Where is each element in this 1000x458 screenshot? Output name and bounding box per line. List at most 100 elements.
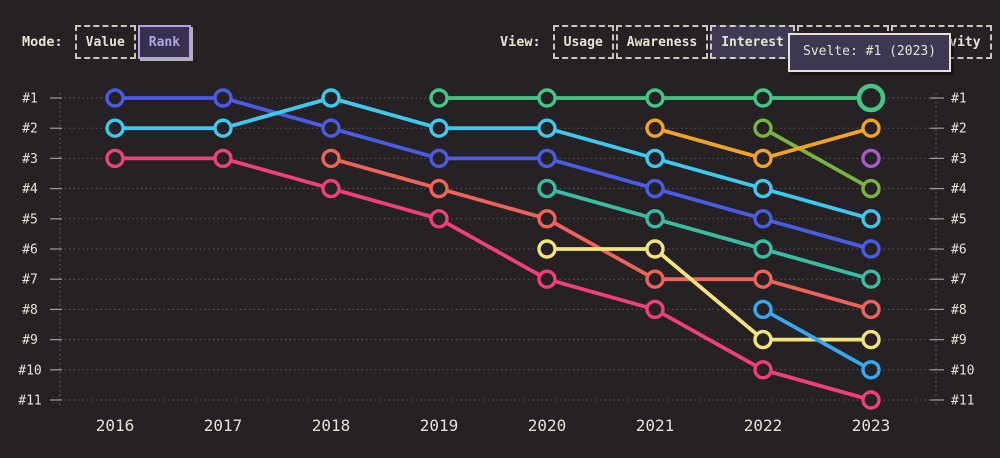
year-label-2022: 2022 [744,416,783,435]
unlabeled-blue-point-2017[interactable] [213,88,233,108]
unlabeled-salmon-point-2023[interactable] [861,299,881,320]
unlabeled-sky-point-2022[interactable] [753,299,773,320]
unlabeled-purple-point-2023[interactable] [861,148,881,169]
series-points [105,83,886,410]
view-option-usage[interactable]: Usage [552,25,614,59]
unlabeled-orange-point-2023[interactable] [861,118,881,138]
rank-label-left: #9 [22,333,38,348]
view-label: View: [500,34,541,50]
svelte-point-2021[interactable] [645,88,665,108]
unlabeled-yellow-point-2022[interactable] [753,329,773,350]
unlabeled-pink-line [113,156,873,402]
unlabeled-blue-point-2018[interactable] [321,118,341,138]
rank-label-left: #5 [22,212,38,227]
unlabeled-orange-point-2022[interactable] [753,148,773,169]
chart-tooltip-text: Svelte: #1 (2023) [803,44,937,59]
year-axis: 2016 2017 2018 2019 2020 2021 2022 2023 [96,416,891,435]
unlabeled-pink-point-2017[interactable] [213,148,233,169]
unlabeled-blue-point-2020[interactable] [537,148,557,169]
rank-label-left: #8 [22,303,38,318]
unlabeled-blue-point-2022[interactable] [753,209,773,229]
rank-label-left: #6 [22,243,38,258]
svelte-point-2019[interactable] [429,88,449,108]
unlabeled-yellow-point-2021[interactable] [645,239,665,259]
rank-label-left: #2 [22,122,38,137]
rank-label-right: #8 [951,303,967,318]
unlabeled-cyan-point-2016[interactable] [105,118,125,138]
unlabeled-teal-point-2020[interactable] [537,178,557,199]
unlabeled-salmon-point-2018[interactable] [321,148,341,169]
rank-label-left: #1 [22,92,38,107]
unlabeled-cyan-point-2023[interactable] [861,209,881,229]
unlabeled-pink-point-2023[interactable] [861,390,881,410]
svelte-point-2023[interactable] [856,83,886,113]
unlabeled-pink-point-2020[interactable] [537,269,557,289]
view-option-awareness[interactable]: Awareness [615,25,709,59]
year-label-2019: 2019 [420,416,459,435]
unlabeled-teal-point-2023[interactable] [861,269,881,289]
unlabeled-cyan-point-2021[interactable] [645,148,665,169]
rank-label-left: #4 [22,182,38,197]
unlabeled-cyan-point-2022[interactable] [753,178,773,199]
unlabeled-teal-point-2022[interactable] [753,239,773,259]
unlabeled-pink-point-2016[interactable] [105,148,125,169]
mode-buttons: Value Rank [74,25,192,59]
rank-label-right: #4 [951,182,967,197]
view-option-interest[interactable]: Interest [710,25,795,59]
unlabeled-salmon-point-2020[interactable] [537,209,557,229]
year-label-2018: 2018 [312,416,351,435]
rank-label-left: #11 [18,394,41,409]
unlabeled-olive-line [761,126,873,191]
unlabeled-blue-line [113,96,873,251]
rank-label-right: #6 [951,243,967,258]
unlabeled-pink-point-2019[interactable] [429,209,449,229]
rank-label-right: #5 [951,212,967,227]
unlabeled-salmon-point-2021[interactable] [645,269,665,289]
unlabeled-blue-point-2019[interactable] [429,148,449,169]
rank-label-right: #11 [951,394,974,409]
unlabeled-salmon-point-2022[interactable] [753,269,773,289]
unlabeled-teal-point-2021[interactable] [645,209,665,229]
unlabeled-cyan-point-2019[interactable] [429,118,449,138]
unlabeled-orange-point-2021[interactable] [645,118,665,138]
unlabeled-salmon-point-2019[interactable] [429,178,449,199]
unlabeled-pink-point-2022[interactable] [753,360,773,380]
unlabeled-olive-point-2023[interactable] [861,178,881,199]
unlabeled-cyan-point-2017[interactable] [213,118,233,138]
unlabeled-sky-point-2023[interactable] [861,360,881,380]
mode-toggle-group: Mode: Value Rank [22,25,192,59]
rank-label-right: #9 [951,333,967,348]
unlabeled-pink-point-2021[interactable] [645,299,665,320]
rank-label-right: #3 [951,152,967,167]
svelte-point-2022[interactable] [753,88,773,108]
unlabeled-sky-line [761,307,873,372]
rank-label-right: #7 [951,273,967,288]
chart-tooltip: Svelte: #1 (2023) [788,33,952,72]
unlabeled-olive-point-2022[interactable] [753,118,773,138]
unlabeled-yellow-point-2023[interactable] [861,329,881,350]
unlabeled-yellow-point-2020[interactable] [537,239,557,259]
rank-label-right: #1 [951,92,967,107]
unlabeled-blue-point-2021[interactable] [645,178,665,199]
year-label-2020: 2020 [528,416,567,435]
year-label-2017: 2017 [204,416,243,435]
gridlines: #1 #1 #2 #2 #3 #3 #4 #4 #5 #5 #6 #6 #7 #7 #8 #8 #9 #9 #10 #… [18,92,974,409]
series-lines [113,96,873,402]
unlabeled-cyan-point-2020[interactable] [537,118,557,138]
rank-label-right: #2 [951,122,967,137]
unlabeled-pink-point-2018[interactable] [321,178,341,199]
mode-option-rank[interactable]: Rank [137,25,192,59]
unlabeled-blue-point-2023[interactable] [861,239,881,259]
unlabeled-cyan-point-2018[interactable] [321,88,341,108]
rank-label-left: #7 [22,273,38,288]
svelte-point-2020[interactable] [537,88,557,108]
unlabeled-blue-point-2016[interactable] [105,88,125,108]
rank-label-left: #10 [18,363,41,378]
mode-option-value[interactable]: Value [74,25,136,59]
year-label-2023: 2023 [852,416,891,435]
mode-label: Mode: [22,34,63,50]
year-label-2016: 2016 [96,416,135,435]
year-label-2021: 2021 [636,416,675,435]
